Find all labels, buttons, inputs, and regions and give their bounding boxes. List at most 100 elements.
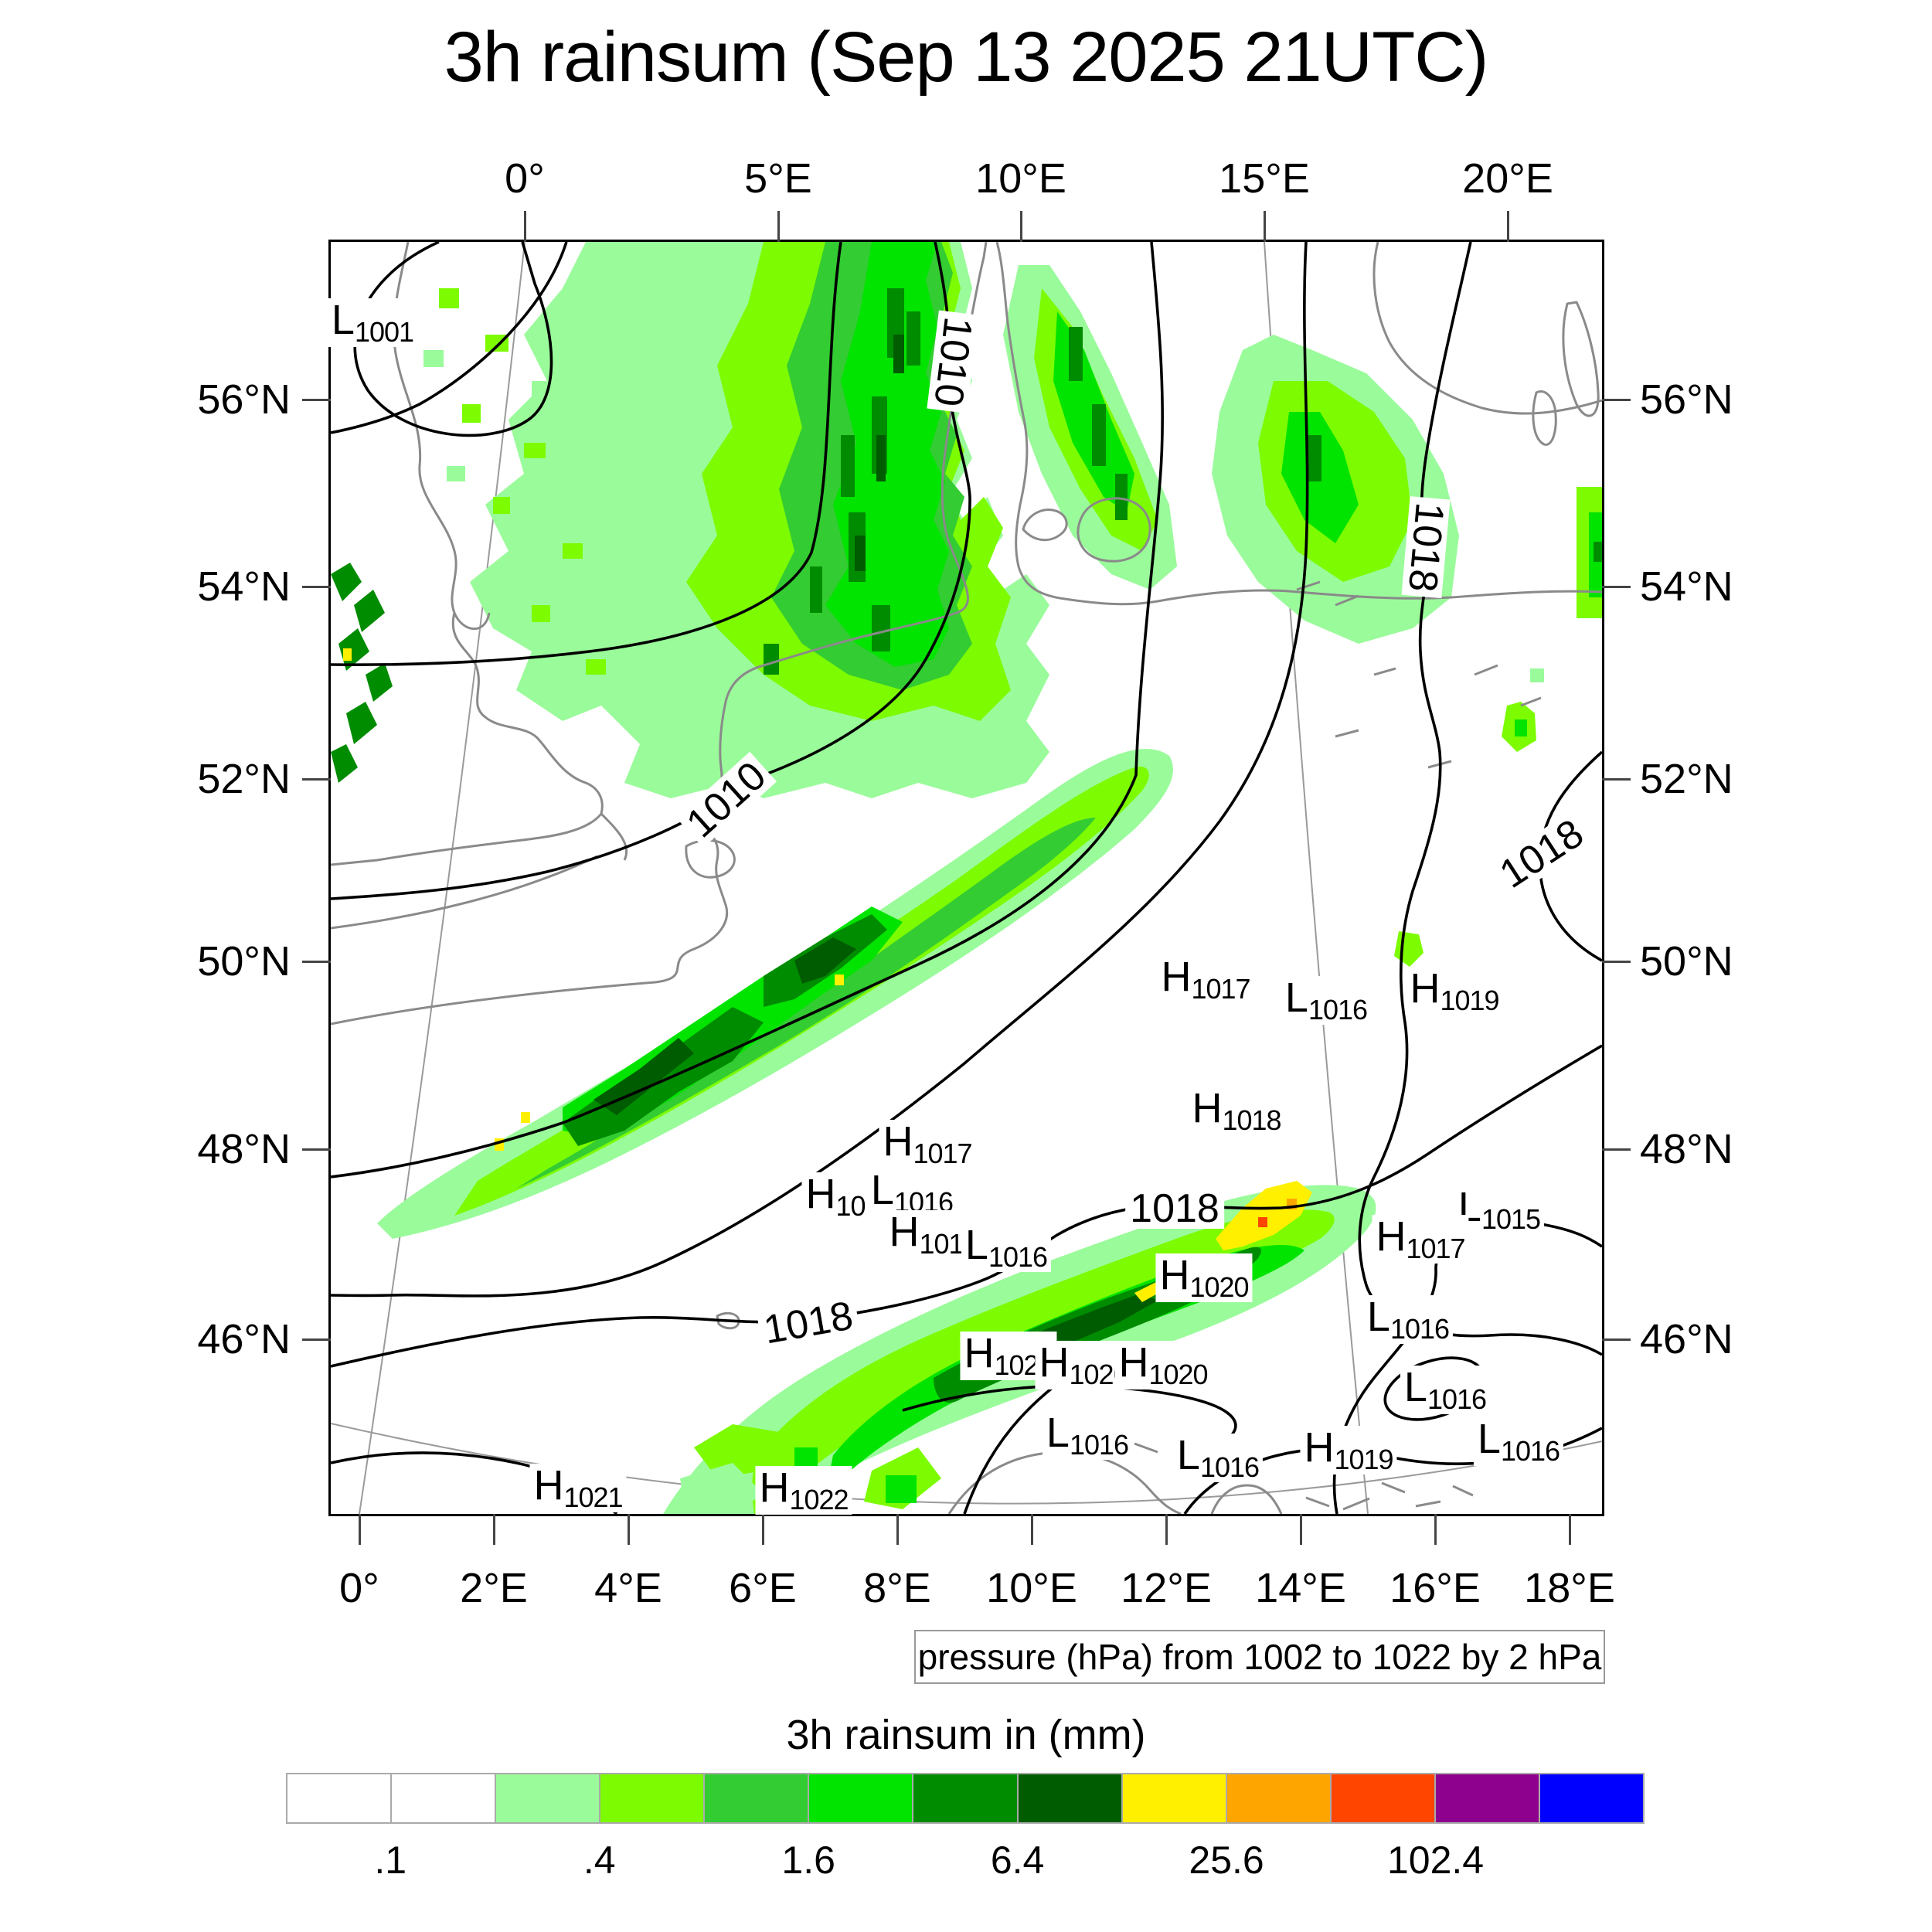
axis-label-bottom: 6°E	[729, 1565, 797, 1611]
axis-tick-bottom	[762, 1514, 764, 1545]
contour-label-1010: 1010	[925, 310, 981, 413]
contour-label-1018: 1018	[1400, 496, 1452, 598]
axis-label-right: 56°N	[1640, 376, 1733, 423]
axis-label-left: 56°N	[197, 376, 291, 423]
colorbar-tick-label: 25.6	[1189, 1838, 1264, 1882]
axis-label-left: 48°N	[197, 1126, 291, 1172]
axis-tick-left	[302, 586, 331, 588]
pressure-label-h1017: H1017	[1157, 954, 1254, 1004]
axis-label-right: 48°N	[1640, 1126, 1733, 1172]
axis-label-left: 46°N	[197, 1316, 291, 1362]
axis-tick-bottom	[628, 1514, 630, 1545]
colorbar-cell	[809, 1774, 914, 1822]
colorbar-tick-label: 102.4	[1386, 1838, 1485, 1882]
pressure-label-h1020: H1020	[1114, 1340, 1212, 1389]
axis-label-bottom: 16°E	[1389, 1565, 1481, 1611]
rainsum-colorbar	[286, 1773, 1645, 1824]
pressure-label-l1016: L1016	[1362, 1294, 1454, 1344]
pressure-label-h1017: H1017	[1372, 1214, 1469, 1264]
pressure-label-h1018: H1018	[1188, 1086, 1285, 1135]
axis-tick-right	[1602, 1338, 1631, 1341]
axis-tick-bottom	[359, 1514, 361, 1545]
axis-tick-bottom	[1300, 1514, 1302, 1545]
isobar-1012	[331, 242, 1164, 1179]
axis-tick-right	[1602, 1148, 1631, 1151]
map-canvas	[331, 242, 1602, 1514]
pressure-label-l1016: L1016	[1281, 975, 1372, 1025]
colorbar-tick-label: 6.4	[990, 1838, 1045, 1882]
colorbar-cell	[1539, 1774, 1644, 1822]
axis-tick-left	[302, 399, 331, 401]
pressure-label-l1001: L1001	[327, 298, 418, 347]
pressure-label-h1022: H1022	[755, 1465, 852, 1515]
axis-label-top: 10°E	[975, 155, 1066, 202]
colorbar-tick-label: .1	[374, 1838, 407, 1882]
axis-label-bottom: 4°E	[594, 1565, 662, 1611]
pressure-label-h1020: H1020	[960, 1331, 1057, 1380]
isobar-1008	[331, 242, 842, 666]
axis-tick-top	[1264, 211, 1266, 242]
axis-tick-right	[1602, 586, 1631, 588]
pressure-label-h1017: H1017	[879, 1119, 976, 1168]
axis-label-bottom: 10°E	[986, 1565, 1077, 1611]
axis-tick-left	[302, 778, 331, 781]
colorbar-cell	[1435, 1774, 1540, 1822]
pressure-label-l1016: L1016	[1473, 1417, 1564, 1466]
axis-label-top: 15°E	[1219, 155, 1310, 202]
axis-tick-right	[1602, 778, 1631, 781]
colorbar-cell	[392, 1774, 497, 1822]
axis-label-right: 46°N	[1640, 1316, 1733, 1362]
axis-label-top: 20°E	[1462, 155, 1553, 202]
axis-label-right: 50°N	[1640, 938, 1733, 985]
page-title: 3h rainsum (Sep 13 2025 21UTC)	[444, 18, 1489, 97]
axis-tick-left	[302, 961, 331, 963]
colorbar-cell	[600, 1774, 706, 1822]
axis-label-right: 54°N	[1640, 563, 1733, 610]
colorbar-cell	[1226, 1774, 1332, 1822]
axis-label-top: 5°E	[744, 155, 812, 202]
axis-tick-bottom	[493, 1514, 495, 1545]
isobar-1004	[331, 242, 568, 434]
axis-label-bottom: 8°E	[863, 1565, 931, 1611]
axis-label-top: 0°	[505, 155, 545, 202]
pressure-label-l1016: L1016	[961, 1223, 1052, 1272]
axis-label-left: 54°N	[197, 563, 291, 610]
axis-tick-right	[1602, 961, 1631, 963]
coastlines	[331, 242, 1602, 1514]
pressure-label-h1019: H1019	[1406, 966, 1503, 1015]
colorbar-cell	[1018, 1774, 1123, 1822]
axis-tick-bottom	[1569, 1514, 1571, 1545]
colorbar-cell	[287, 1774, 393, 1822]
axis-tick-top	[524, 211, 526, 242]
colorbar-cell	[496, 1774, 601, 1822]
colorbar-cell	[1122, 1774, 1227, 1822]
isobar-1014	[331, 242, 1309, 1298]
axis-label-bottom: 14°E	[1255, 1565, 1346, 1611]
legend-title: 3h rainsum in (mm)	[786, 1712, 1146, 1758]
axis-label-bottom: 2°E	[460, 1565, 528, 1611]
pressure-label-h1020: H1020	[1155, 1253, 1253, 1302]
axis-label-bottom: 12°E	[1121, 1565, 1212, 1611]
map-panel	[328, 240, 1604, 1516]
colorbar-tick-label: .4	[583, 1838, 616, 1882]
isobar-se	[1332, 1220, 1602, 1514]
pressure-label-l1016: L1016	[1042, 1410, 1133, 1460]
colorbar-cell	[913, 1774, 1019, 1822]
axis-tick-right	[1602, 399, 1631, 401]
axis-tick-top	[1020, 211, 1022, 242]
pressure-label-l1016: L1016	[1400, 1365, 1491, 1414]
axis-label-right: 52°N	[1640, 756, 1733, 802]
colorbar-cell	[705, 1774, 810, 1822]
pressure-caption: pressure (hPa) from 1002 to 1022 by 2 hP…	[914, 1630, 1605, 1684]
isobar-1020-ring	[902, 1384, 1237, 1445]
axis-label-left: 50°N	[197, 938, 291, 985]
pressure-label-h1019: H1019	[1300, 1425, 1397, 1475]
contour-label-1018: 1018	[1125, 1189, 1224, 1229]
colorbar-tick-label: 1.6	[781, 1838, 835, 1882]
colorbar-cell	[1331, 1774, 1436, 1822]
axis-tick-bottom	[1165, 1514, 1168, 1545]
axis-label-bottom: 0°	[339, 1565, 379, 1611]
axis-tick-left	[302, 1338, 331, 1341]
axis-tick-left	[302, 1148, 331, 1151]
